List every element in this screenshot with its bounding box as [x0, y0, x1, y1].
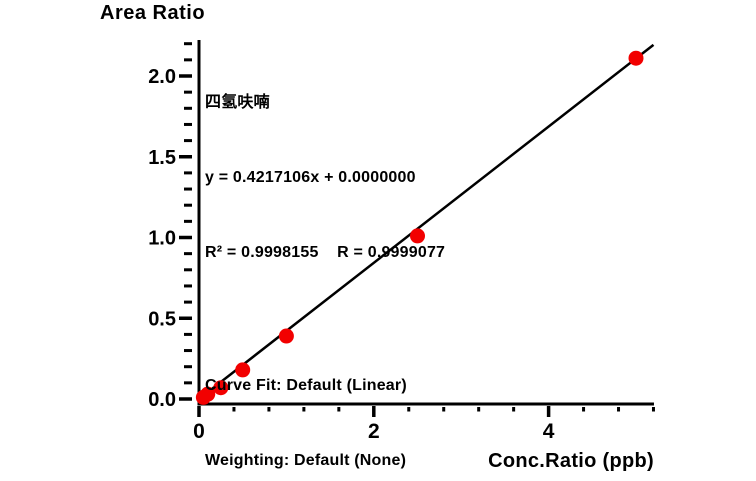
y-tick-label: 1.5 [148, 147, 176, 169]
data-point [278, 328, 294, 344]
x-axis-title: Conc.Ratio (ppb) [488, 450, 654, 472]
fit-annotation-block: 四氢呋喃 y = 0.4217106x + 0.0000000 R² = 0.9… [205, 40, 445, 481]
fit-line [198, 43, 655, 400]
x-tick-label: 0 [193, 420, 205, 443]
data-point [410, 228, 425, 244]
x-tick-label: 2 [368, 420, 380, 443]
data-point [213, 380, 229, 396]
fit-equation-label: y = 0.4217106x + 0.0000000 [205, 169, 416, 186]
y-tick-label: 0.5 [148, 308, 176, 330]
y-tick-label: 2.0 [148, 66, 176, 88]
annotation-spacer [205, 315, 445, 323]
data-point [200, 386, 216, 402]
weighting-setting-label: Weighting: Default (None) [205, 452, 407, 469]
y-axis-title: Area Ratio [100, 2, 206, 24]
y-tick-label: 1.0 [148, 228, 176, 250]
x-tick-label: 4 [543, 420, 555, 443]
y-tick-label: 0.0 [148, 389, 176, 411]
data-point [628, 50, 644, 66]
compound-name-label: 四氢呋喃 [205, 94, 270, 111]
data-point [235, 362, 251, 378]
curve-fit-setting-label: Curve Fit: Default (Linear) [205, 377, 407, 394]
fit-statistics-label: R² = 0.9998155 R = 0.9999077 [205, 244, 446, 261]
